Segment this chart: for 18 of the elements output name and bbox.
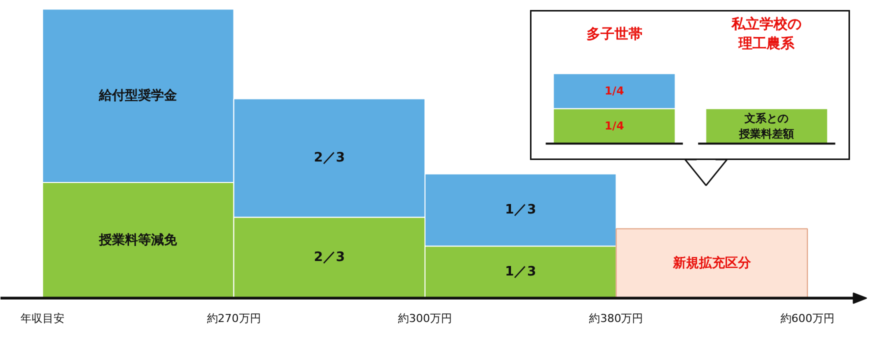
- annotation: 2／3: [314, 150, 345, 166]
- annotation: 1／3: [505, 264, 536, 280]
- x-tick-label: 私立学校の理工農系: [730, 16, 802, 52]
- annotation: 2／3: [314, 250, 345, 266]
- annotation: 新規拡充区分: [672, 254, 752, 271]
- text: 約270万円: [206, 312, 261, 325]
- annotation: 授業料等減免: [98, 232, 178, 248]
- annotation: 1／3: [505, 202, 536, 218]
- data-label: 1/4: [604, 84, 624, 98]
- text: 約300万円: [398, 312, 452, 325]
- data-label: 1/4: [604, 120, 624, 133]
- bar: [616, 228, 808, 299]
- x-tick-label: 多子世帯: [586, 26, 642, 42]
- annotation: 給付型奨学金: [98, 87, 178, 104]
- text: 年収目安: [20, 312, 65, 325]
- text: 約600万円: [780, 312, 834, 325]
- text: 約380万円: [589, 312, 644, 325]
- data-label: 文系との授業料差額: [738, 112, 794, 140]
